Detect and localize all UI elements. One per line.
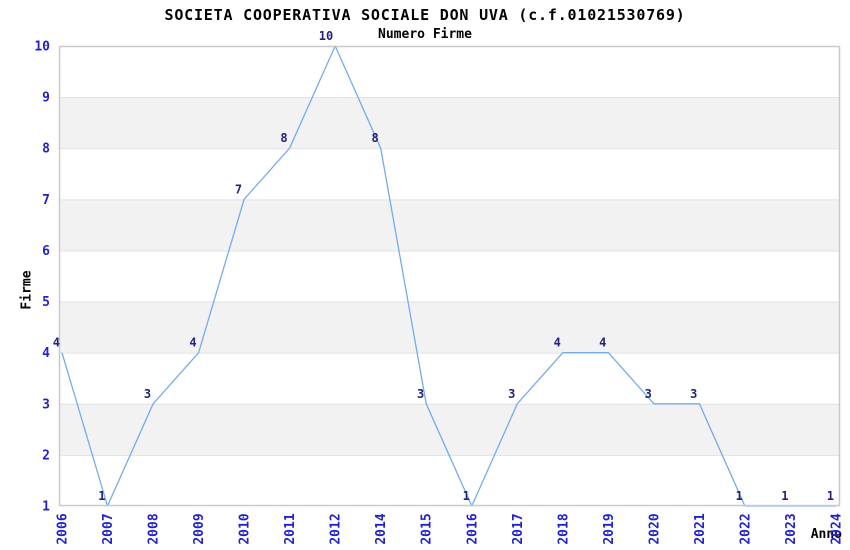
x-tick-label: 2012	[329, 513, 344, 544]
point-label: 3	[690, 387, 697, 401]
y-tick-label: 1	[42, 500, 50, 515]
x-tick-label: 2020	[647, 513, 662, 544]
data-line	[61, 45, 836, 507]
point-label: 4	[554, 336, 561, 350]
chart-title: SOCIETA COOPERATIVA SOCIALE DON UVA (c.f…	[164, 6, 686, 24]
point-label: 3	[144, 387, 151, 401]
grid-band	[59, 301, 840, 353]
point-label: 8	[371, 131, 378, 145]
y-tick-label: 3	[42, 397, 50, 412]
y-tick-label: 2	[42, 448, 50, 463]
point-label: 7	[235, 182, 242, 196]
point-label: 8	[280, 131, 287, 145]
y-tick-labels: 1 2 3 4 5 6 7 8 9 10	[34, 40, 50, 515]
point-label: 3	[645, 387, 652, 401]
gridlines	[59, 97, 840, 456]
x-tick-label: 2017	[511, 513, 526, 544]
point-label: 3	[508, 387, 515, 401]
point-label: 1	[736, 489, 743, 503]
grid-band	[59, 97, 840, 149]
x-tick-label: 2022	[738, 513, 753, 544]
x-tick-label: 2008	[147, 513, 162, 544]
point-label: 1	[463, 489, 470, 503]
y-tick-label: 8	[42, 142, 50, 157]
chart-subtitle: Numero Firme	[378, 27, 472, 42]
x-tick-label: 2023	[784, 513, 799, 544]
x-tick-label: 2009	[192, 513, 207, 544]
point-label: 4	[599, 336, 606, 350]
point-label: 1	[781, 489, 788, 503]
x-tick-label: 2011	[283, 513, 298, 544]
point-label: 4	[53, 336, 60, 350]
point-label: 10	[319, 29, 333, 43]
point-label: 3	[417, 387, 424, 401]
x-tick-label: 2015	[420, 513, 435, 544]
x-tick-label: 2019	[602, 513, 617, 544]
x-tick-label: 2016	[465, 513, 480, 544]
x-tick-label: 2014	[374, 513, 389, 544]
x-tick-label: 2024	[830, 513, 845, 544]
grid-bands	[59, 97, 840, 455]
x-tick-label: 2010	[238, 513, 253, 544]
x-axis-title: Anno	[810, 527, 842, 542]
x-tick-labels: 2006 2007 2008 2009 2010 2011 2012 2014 2015 2016…	[56, 513, 845, 544]
y-tick-label: 5	[42, 295, 50, 310]
y-tick-label: 9	[42, 91, 50, 106]
y-tick-label: 4	[42, 346, 50, 361]
point-labels: 4 1 3 4 7 8 10 8 3 1 3 4 4 3 3 1 1 1	[53, 29, 834, 503]
point-label: 1	[827, 489, 834, 503]
x-tick-label: 2021	[693, 513, 708, 544]
point-label: 4	[189, 336, 196, 350]
x-tick-label: 2018	[556, 513, 571, 544]
plot-border	[58, 45, 841, 507]
y-tick-label: 7	[42, 193, 50, 208]
point-label: 1	[98, 489, 105, 503]
grid-band	[59, 403, 840, 455]
y-tick-label: 10	[34, 40, 50, 55]
x-tick-label: 2007	[101, 513, 116, 544]
x-tick-label: 2006	[56, 513, 71, 544]
grid-band	[59, 199, 840, 251]
y-tick-label: 6	[42, 244, 50, 259]
